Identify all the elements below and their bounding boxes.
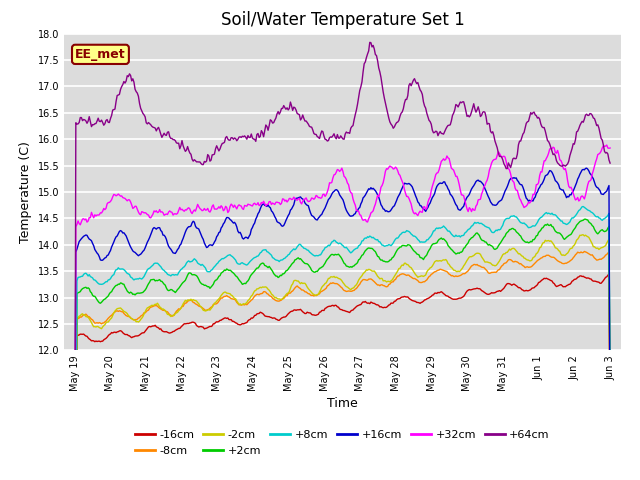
+32cm	[606, 145, 614, 151]
+16cm	[297, 194, 305, 200]
-2cm	[579, 232, 586, 238]
Line: -8cm: -8cm	[75, 252, 610, 480]
+32cm	[557, 158, 564, 164]
-8cm	[606, 432, 614, 438]
Title: Soil/Water Temperature Set 1: Soil/Water Temperature Set 1	[221, 11, 464, 29]
-8cm	[396, 272, 404, 277]
-8cm	[297, 286, 305, 291]
Line: -16cm: -16cm	[75, 274, 610, 480]
X-axis label: Time: Time	[327, 396, 358, 410]
-16cm	[371, 300, 378, 306]
+2cm	[606, 412, 614, 418]
-8cm	[237, 302, 245, 308]
+2cm	[237, 280, 245, 286]
-16cm	[464, 288, 472, 293]
-2cm	[396, 265, 404, 271]
+16cm	[606, 448, 614, 454]
-8cm	[371, 279, 378, 285]
+2cm	[371, 248, 378, 253]
+16cm	[396, 191, 404, 196]
+64cm	[297, 117, 305, 123]
+2cm	[464, 240, 472, 246]
+64cm	[465, 114, 473, 120]
-2cm	[606, 421, 614, 427]
Legend: -16cm, -8cm, -2cm, +2cm, +8cm, +16cm, +32cm, +64cm: -16cm, -8cm, -2cm, +2cm, +8cm, +16cm, +3…	[131, 426, 554, 460]
+8cm	[297, 241, 305, 247]
+32cm	[464, 209, 472, 215]
+16cm	[237, 232, 245, 238]
+8cm	[396, 232, 404, 238]
+2cm	[557, 231, 564, 237]
+2cm	[396, 244, 404, 250]
-16cm	[396, 296, 404, 301]
-2cm	[297, 281, 305, 287]
+64cm	[397, 110, 405, 116]
Line: +16cm: +16cm	[75, 168, 610, 480]
+8cm	[237, 260, 245, 266]
Line: +32cm: +32cm	[75, 145, 610, 480]
Text: EE_met: EE_met	[75, 48, 126, 61]
+8cm	[579, 204, 587, 209]
+32cm	[297, 200, 305, 205]
+64cm	[606, 160, 614, 166]
+8cm	[606, 402, 614, 408]
Y-axis label: Temperature (C): Temperature (C)	[19, 141, 32, 243]
+32cm	[371, 204, 378, 210]
+32cm	[237, 203, 245, 209]
-16cm	[606, 448, 614, 454]
+64cm	[558, 163, 566, 169]
-8cm	[580, 249, 588, 254]
+32cm	[396, 172, 404, 178]
-8cm	[464, 268, 472, 274]
+8cm	[371, 236, 378, 241]
+16cm	[371, 187, 378, 192]
-2cm	[557, 251, 564, 257]
+8cm	[557, 218, 564, 224]
Line: +64cm: +64cm	[75, 42, 610, 480]
-16cm	[557, 282, 564, 288]
+64cm	[237, 134, 245, 140]
Line: +2cm: +2cm	[75, 219, 610, 480]
Line: +8cm: +8cm	[75, 206, 610, 480]
+64cm	[372, 52, 380, 58]
+32cm	[603, 142, 611, 148]
-16cm	[237, 322, 245, 327]
-8cm	[557, 260, 564, 265]
+16cm	[464, 193, 472, 199]
+8cm	[464, 227, 472, 232]
+16cm	[583, 165, 591, 171]
-16cm	[605, 271, 613, 276]
-16cm	[297, 306, 305, 312]
-2cm	[371, 268, 378, 274]
-2cm	[237, 302, 245, 308]
+2cm	[297, 256, 305, 262]
+16cm	[557, 186, 564, 192]
+2cm	[582, 216, 589, 222]
+64cm	[366, 39, 374, 45]
Line: -2cm: -2cm	[75, 235, 610, 480]
-2cm	[464, 256, 472, 262]
